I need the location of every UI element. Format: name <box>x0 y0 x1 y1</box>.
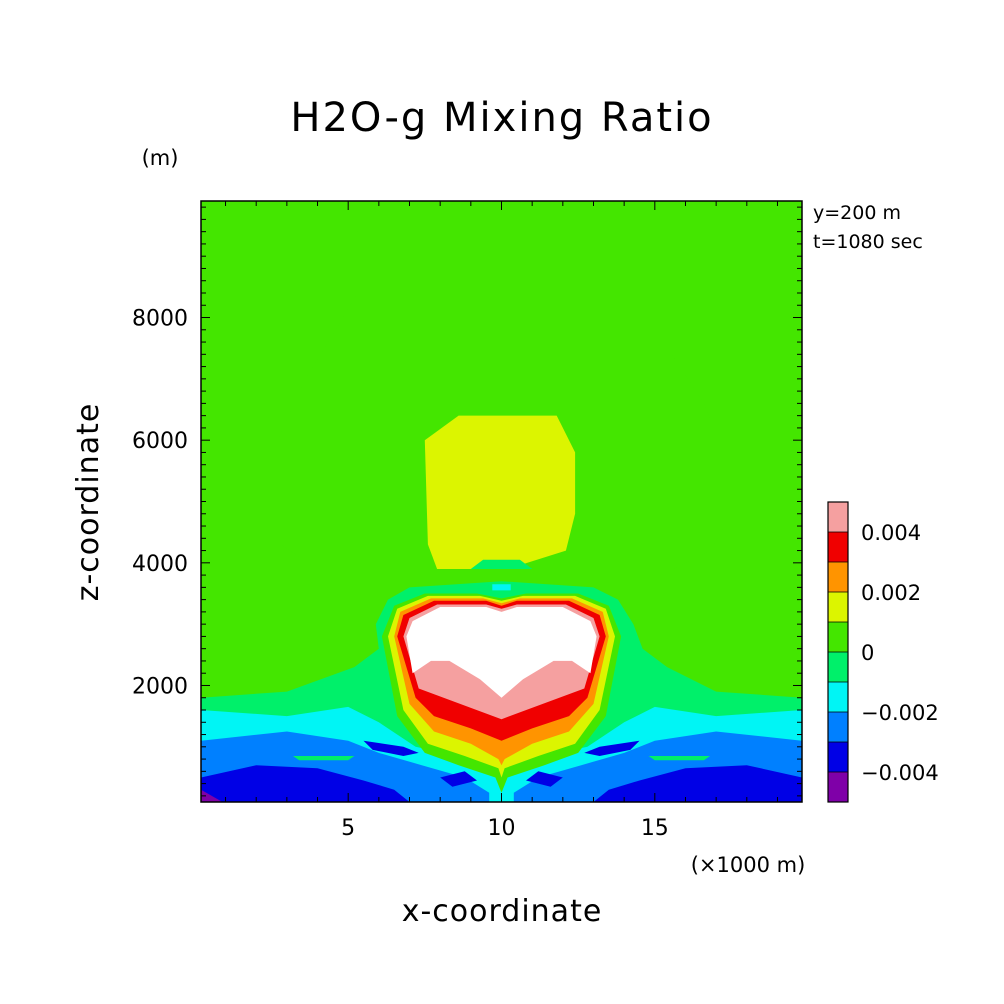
contour-region-11 <box>526 771 563 787</box>
contour-fills <box>201 219 802 802</box>
contour-region-6 <box>201 765 410 802</box>
contour-region-12 <box>201 789 223 802</box>
y-tick-label: 6000 <box>132 429 188 454</box>
contour-region-7 <box>593 765 802 802</box>
x-tick-label: 15 <box>641 816 669 841</box>
colorbar-swatch <box>828 502 848 532</box>
chart-title: H2O-g Mixing Ratio <box>290 95 713 141</box>
contour-region-10 <box>440 771 477 787</box>
colorbar-swatch <box>828 622 848 652</box>
y-axis-unit: (m) <box>142 146 179 170</box>
colorbar-tick-label: 0 <box>861 641 874 665</box>
y-tick-label: 8000 <box>132 307 188 332</box>
x-axis-ticks: 5 10 15 <box>225 201 778 841</box>
x-axis-label: x-coordinate <box>402 894 603 929</box>
colorbar-swatch <box>828 772 848 802</box>
contour-region-8 <box>363 740 419 756</box>
y-tick-label: 4000 <box>132 552 188 577</box>
colorbar: −0.004 −0.002 0 0.002 0.004 <box>827 501 939 803</box>
colorbar-swatch <box>828 562 848 592</box>
contour-region-13 <box>293 756 355 761</box>
x-tick-label: 10 <box>488 816 516 841</box>
colorbar-swatch <box>828 592 848 622</box>
y-axis-ticks: 2000 4000 6000 8000 <box>132 206 802 797</box>
colorbar-tick-label: −0.004 <box>861 761 939 785</box>
x-axis-unit: (×1000 m) <box>691 853 806 877</box>
colorbar-tick-label: −0.002 <box>861 701 939 725</box>
colorbar-tick-label: 0.004 <box>861 521 921 545</box>
contour-region-0 <box>268 219 729 576</box>
contour-region-22 <box>406 607 597 698</box>
colorbar-swatch <box>828 712 848 742</box>
contour-region-15 <box>470 559 533 569</box>
colorbar-swatch <box>828 532 848 562</box>
colorbar-swatch <box>828 682 848 712</box>
plot-area <box>200 200 803 803</box>
contour-region-9 <box>584 740 640 756</box>
x-tick-label: 5 <box>341 816 355 841</box>
annotation-y-location: y=200 m <box>813 202 901 224</box>
colorbar-tick-label: 0.002 <box>861 581 921 605</box>
y-axis-label: z-coordinate <box>71 403 106 602</box>
contour-region-1 <box>424 415 576 569</box>
y-tick-label: 2000 <box>132 674 188 699</box>
colorbar-swatch <box>828 742 848 772</box>
contour-region-14 <box>648 756 710 761</box>
annotation-time: t=1080 sec <box>813 231 923 253</box>
colorbar-swatch <box>828 652 848 682</box>
contour-region-16 <box>492 584 511 591</box>
